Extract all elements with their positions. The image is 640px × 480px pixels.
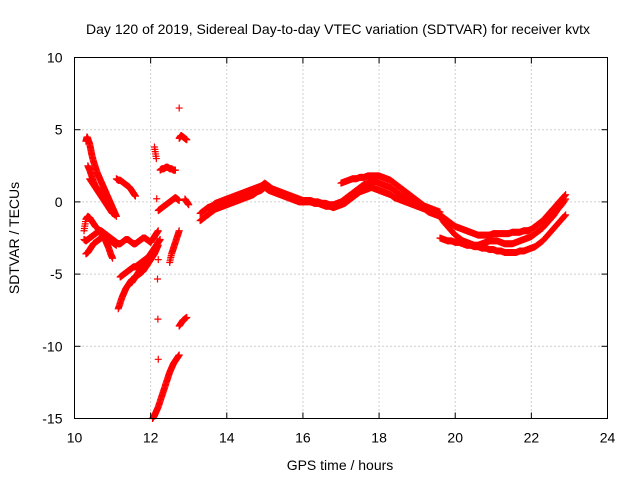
series-track-13: [154, 194, 183, 215]
data-point: [154, 355, 162, 363]
chart-title: Day 120 of 2019, Sidereal Day-to-day VTE…: [86, 21, 590, 37]
x-tick-label: 12: [143, 430, 159, 446]
series-track-10: [112, 175, 139, 200]
series-track-3: [82, 233, 120, 258]
axis-ticks: 10 12 14 16 18 20 22 24 -15 -10 -5 0 5 10: [42, 50, 615, 446]
data-point: [560, 213, 568, 221]
data-point: [154, 315, 162, 323]
y-tick-label: 0: [55, 194, 63, 210]
data-point: [147, 250, 155, 258]
data-point: [175, 104, 183, 112]
series-track-14: [156, 163, 179, 174]
series-track-11: [149, 351, 183, 422]
series-track-20: [337, 172, 444, 216]
data-point: [562, 191, 570, 199]
data-point: [153, 235, 161, 243]
data-point: [561, 212, 569, 220]
data-point: [112, 241, 120, 249]
series-track-12: [166, 227, 183, 267]
data-point: [109, 209, 117, 217]
data-point: [183, 313, 191, 321]
data-point: [560, 192, 568, 200]
x-axis-label: GPS time / hours: [287, 457, 394, 473]
data-point: [109, 254, 117, 262]
data-point: [152, 155, 160, 163]
data-point: [153, 195, 161, 203]
x-tick-label: 14: [219, 430, 235, 446]
plot-frame: [74, 57, 608, 419]
y-tick-label: -15: [42, 411, 62, 427]
y-tick-label: 10: [47, 50, 63, 66]
plot-area: [80, 104, 570, 422]
series-track-4: [82, 133, 120, 220]
data-point: [171, 166, 179, 174]
series-isolated: [150, 104, 183, 363]
series-track-22: [436, 195, 570, 249]
x-tick-label: 22: [524, 430, 540, 446]
x-tick-label: 16: [295, 430, 311, 446]
data-point: [562, 211, 570, 219]
series-track-9: [128, 250, 155, 287]
data-point: [131, 192, 139, 200]
data-point: [561, 192, 569, 200]
y-tick-label: -5: [50, 266, 63, 282]
series-track-16: [175, 313, 191, 330]
data-point: [175, 196, 183, 204]
data-point: [175, 227, 183, 235]
data-point: [185, 201, 193, 209]
x-tick-label: 20: [447, 430, 463, 446]
x-tick-label: 10: [67, 430, 83, 446]
x-tick-label: 24: [600, 430, 616, 446]
y-tick-label: 5: [55, 122, 63, 138]
data-point: [154, 256, 162, 264]
data-point: [154, 227, 162, 235]
series-track-23: [436, 191, 570, 239]
series-track-6: [86, 175, 117, 217]
data-point: [175, 351, 183, 359]
series-track-17: [181, 195, 193, 209]
y-tick-label: -10: [42, 338, 62, 354]
data-point: [153, 275, 161, 283]
x-tick-label: 18: [371, 430, 387, 446]
y-axis-label: SDTVAR / TECUs: [6, 182, 22, 294]
series-track-15: [175, 131, 191, 144]
data-point: [183, 136, 191, 144]
